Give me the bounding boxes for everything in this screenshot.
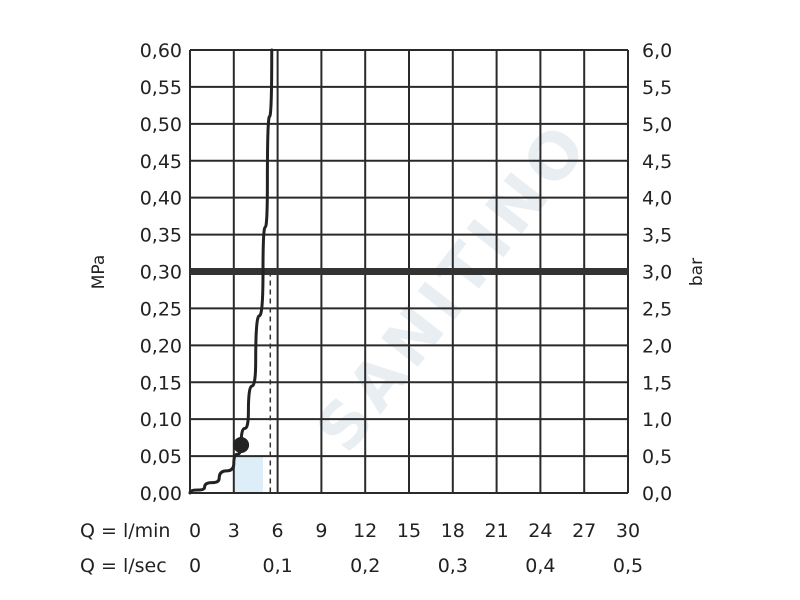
x-tick-label: 0,2 (350, 555, 380, 577)
x-tick-label: 18 (441, 520, 465, 542)
x-tick-label: 30 (616, 520, 640, 542)
y-left-tick-label: 0,60 (140, 40, 182, 62)
y-left-tick-label: 0,25 (140, 298, 182, 320)
y-left-tick-label: 0,55 (140, 77, 182, 99)
y-right-tick-label: 2,0 (642, 335, 672, 357)
shaded-region (233, 456, 263, 493)
y-right-tick-label: 0,0 (642, 483, 672, 505)
y-left-tick-label: 0,35 (140, 225, 182, 247)
x-row-label: Q = l/min (80, 520, 170, 542)
y-left-axis-title: MPa (89, 255, 109, 290)
x-tick-label: 0 (189, 555, 201, 577)
y-right-tick-label: 3,5 (642, 225, 672, 247)
x-tick-label: 12 (353, 520, 377, 542)
x-tick-label: 0,4 (525, 555, 555, 577)
y-left-tick-label: 0,50 (140, 114, 182, 136)
x-tick-label: 15 (397, 520, 421, 542)
y-right-tick-label: 2,5 (642, 298, 672, 320)
x-tick-label: 21 (485, 520, 509, 542)
y-left-tick-label: 0,30 (140, 262, 182, 284)
x-row-label: Q = l/sec (80, 555, 167, 577)
operating-point-marker (233, 437, 250, 454)
y-right-tick-label: 1,5 (642, 372, 672, 394)
x-tick-label: 3 (228, 520, 240, 542)
y-left-tick-label: 0,05 (140, 446, 182, 468)
x-tick-label: 6 (272, 520, 284, 542)
y-right-axis-title: bar (687, 258, 707, 286)
y-right-tick-label: 6,0 (642, 40, 672, 62)
x-tick-label: 0,5 (613, 555, 643, 577)
flow-curve (188, 48, 274, 495)
x-tick-label: 0,3 (438, 555, 468, 577)
x-tick-label: 0,1 (262, 555, 292, 577)
y-right-tick-label: 1,0 (642, 409, 672, 431)
y-right-tick-label: 4,0 (642, 188, 672, 210)
x-tick-label: 9 (315, 520, 327, 542)
x-tick-label: 24 (528, 520, 552, 542)
y-left-tick-label: 0,40 (140, 188, 182, 210)
y-left-tick-label: 0,45 (140, 151, 182, 173)
y-right-tick-label: 0,5 (642, 446, 672, 468)
y-right-tick-label: 5,0 (642, 114, 672, 136)
y-left-tick-label: 0,20 (140, 335, 182, 357)
y-right-tick-label: 4,5 (642, 151, 672, 173)
y-right-tick-label: 5,5 (642, 77, 672, 99)
y-left-tick-label: 0,10 (140, 409, 182, 431)
x-tick-label: 0 (189, 520, 201, 542)
y-left-tick-label: 0,15 (140, 372, 182, 394)
x-tick-label: 27 (572, 520, 596, 542)
y-right-tick-label: 3,0 (642, 262, 672, 284)
y-left-tick-label: 0,00 (140, 483, 182, 505)
